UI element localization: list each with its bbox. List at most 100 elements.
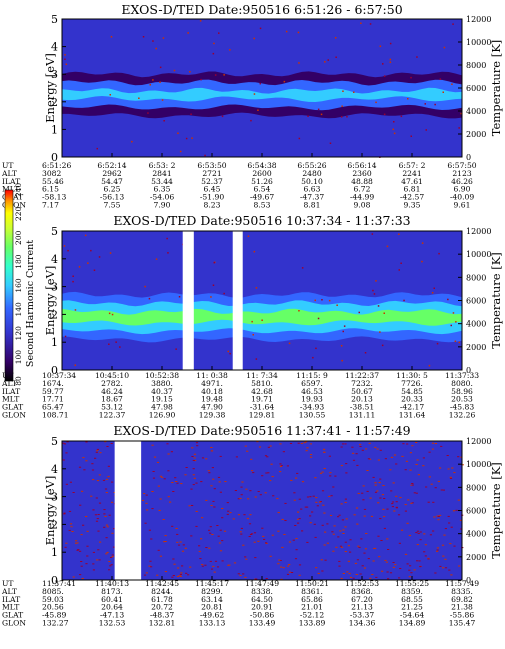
table-cell: 11:57:49 — [445, 579, 479, 588]
table-cell: 50.67 — [351, 387, 373, 396]
table-cell: 61.78 — [151, 595, 173, 604]
table-cell: 7.17 — [42, 201, 59, 210]
table-cell: 8173. — [101, 587, 123, 596]
table-cell: 8335. — [451, 587, 473, 596]
table-cell: 131.64 — [399, 411, 426, 420]
y-tick-label: 5 — [51, 435, 58, 448]
y2-tick-label: 4000 — [466, 107, 486, 116]
table-cell: 8338. — [251, 587, 273, 596]
table-cell: 8085. — [42, 587, 64, 596]
table-cell: 20.13 — [351, 395, 373, 404]
table-cell: -58.13 — [42, 193, 66, 202]
table-cell: 132.27 — [42, 619, 69, 628]
table-cell: 2841 — [152, 169, 171, 178]
y2-tick-label: 0 — [466, 366, 471, 375]
table-cell: 11:15: 9 — [296, 371, 328, 380]
y2-tick-label: 4000 — [466, 530, 486, 539]
table-cell: 132.26 — [449, 411, 476, 420]
colorbar: 80 100 120 140 160 180 200 220 240 Second Harmoni… — [4, 183, 36, 386]
table-cell: 11:42:45 — [145, 579, 179, 588]
table-cell: 134.89 — [399, 619, 426, 628]
y2-tick-label: 4000 — [466, 320, 486, 329]
colorbar-tick-label: 240 — [14, 183, 23, 198]
table-cell: 133.49 — [249, 619, 276, 628]
contour-band-3 — [62, 87, 462, 102]
data-gap-1 — [182, 231, 194, 370]
table-cell: 20.91 — [251, 603, 273, 612]
table-cell: 122.37 — [99, 411, 126, 420]
table-cell: 2721 — [202, 169, 221, 178]
y2-tick-label: 10000 — [466, 38, 491, 47]
table-cell: 53.44 — [151, 177, 173, 186]
table-cell: 20.81 — [201, 603, 223, 612]
data-gap-2 — [232, 231, 243, 370]
table-row-label: UT — [2, 579, 13, 588]
table-row-label: ILAT — [2, 387, 20, 396]
table-cell: 51.26 — [251, 177, 273, 186]
table-row-label: ILAT — [2, 177, 20, 186]
y2-tick-label: 0 — [466, 576, 471, 585]
table-cell: 65.47 — [42, 403, 64, 412]
table-cell: 53.12 — [101, 403, 123, 412]
table-row-label: GLAT — [2, 611, 23, 620]
table-row-label: ALT — [1, 169, 17, 178]
table-cell: 19.48 — [201, 395, 223, 404]
table-cell: 133.13 — [199, 619, 226, 628]
table-cell: 135.47 — [449, 619, 476, 628]
table-cell: 64.50 — [251, 595, 273, 604]
table-cell: -47.37 — [300, 193, 324, 202]
table-cell: 9.35 — [404, 201, 421, 210]
table-cell: 47.90 — [201, 403, 223, 412]
panel-1: EXOS-D/TED Date:950516 6:51:26 - 6:57:50… — [1, 2, 503, 210]
table-cell: 6.25 — [104, 185, 121, 194]
table-cell: 9.61 — [454, 201, 471, 210]
y2-tick-label: 2000 — [466, 343, 486, 352]
y-tick-label: 4 — [51, 41, 58, 54]
colorbar-tick-label: 180 — [14, 254, 23, 269]
y2-axis-label: Temperature [K] — [489, 252, 503, 349]
table-cell: -54.06 — [150, 193, 174, 202]
table-cell: -38.51 — [350, 403, 374, 412]
table-cell: 8080. — [451, 379, 473, 388]
y-axis-label: Energy [eV] — [43, 476, 57, 546]
table-row-label: GLON — [2, 619, 26, 628]
table-cell: 8361. — [301, 587, 323, 596]
y2-axis-label: Temperature [K] — [489, 40, 503, 137]
table-cell: -55.86 — [450, 611, 474, 620]
table-cell: 54.47 — [101, 177, 123, 186]
table-cell: 68.55 — [401, 595, 423, 604]
table-cell: -50.86 — [250, 611, 274, 620]
table-cell: 8.81 — [304, 201, 321, 210]
y-tick-label: 1 — [51, 546, 58, 559]
table-cell: -45.89 — [42, 611, 66, 620]
ephemeris-table: UTALTILATMLTGLATGLON6:51:26308255.466.15… — [1, 161, 477, 210]
table-cell: 11:30: 5 — [396, 371, 428, 380]
y-tick-label: 2 — [51, 308, 58, 321]
table-cell: 40.18 — [201, 387, 223, 396]
colorbar-tick-label: 80 — [14, 376, 23, 386]
table-row-label: ILAT — [2, 595, 20, 604]
table-cell: 10:52:38 — [145, 371, 179, 380]
table-cell: -56.13 — [100, 193, 124, 202]
table-cell: 8368. — [351, 587, 373, 596]
table-cell: 65.86 — [301, 595, 323, 604]
table-cell: 2962 — [102, 169, 121, 178]
table-cell: -34.93 — [300, 403, 324, 412]
y-tick-label: 5 — [51, 225, 58, 238]
table-row-label: GLON — [2, 411, 26, 420]
table-cell: 6:57: 2 — [399, 161, 426, 170]
table-cell: -52.12 — [300, 611, 324, 620]
y2-tick-label: 10000 — [466, 250, 491, 259]
table-cell: 11:47:49 — [245, 579, 279, 588]
y-tick-label: 2 — [51, 96, 58, 109]
table-cell: 6.81 — [404, 185, 421, 194]
table-row-label: MLT — [2, 603, 19, 612]
table-cell: 3880. — [151, 379, 173, 388]
table-cell: 3082 — [42, 169, 61, 178]
chart-title: EXOS-D/TED Date:950516 10:37:34 - 11:37:… — [113, 213, 410, 228]
table-cell: -49.62 — [200, 611, 224, 620]
table-cell: 7.90 — [154, 201, 171, 210]
table-cell: 17.71 — [42, 395, 64, 404]
table-cell: 11:37:33 — [445, 371, 479, 380]
y2-tick-label: 8000 — [466, 273, 486, 282]
